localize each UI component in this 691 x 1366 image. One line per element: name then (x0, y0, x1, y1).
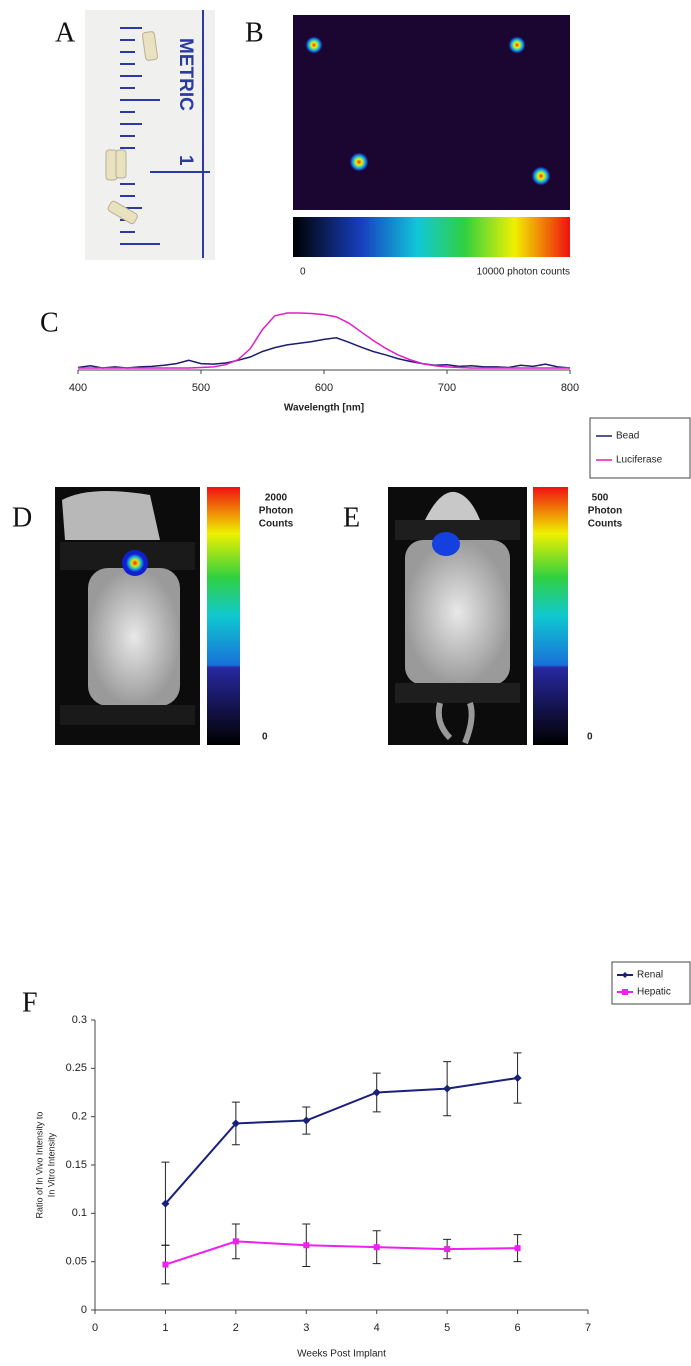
legend-box (611, 961, 691, 1005)
band (395, 520, 520, 540)
band (60, 705, 195, 725)
x-tick-label: 600 (315, 382, 333, 394)
y-tick-label: 0.3 (72, 1014, 87, 1026)
band (395, 683, 520, 703)
y-tick-label: 0.2 (72, 1111, 87, 1123)
panel-letter: B (245, 17, 264, 48)
spot (508, 36, 526, 54)
panel-letter: C (40, 307, 59, 338)
colorbar-max: 10000 photon counts (477, 267, 570, 278)
x-tick-label: 700 (438, 382, 456, 394)
panel-e: 500 Photon Counts 0 E (343, 487, 623, 745)
series-line (165, 1240, 518, 1266)
y-tick-label: 0.15 (66, 1159, 87, 1171)
x-tick-label: 400 (69, 382, 87, 394)
legend-label: Luciferase (616, 455, 663, 466)
x-axis-label: Weeks Post Implant (297, 1349, 386, 1360)
spot (432, 532, 460, 556)
colorbar-min: 0 (300, 267, 306, 278)
beads (105, 31, 159, 225)
colorbar (293, 217, 570, 257)
panel-letter: D (12, 502, 32, 533)
x-tick-label: 7 (585, 1322, 591, 1334)
colorbar-top: 2000 (265, 493, 288, 504)
mouse-body (405, 540, 510, 685)
legend-box (589, 417, 691, 479)
point (232, 1238, 239, 1245)
x-tick-label: 1 (162, 1322, 168, 1334)
y-tick-label: 0.1 (72, 1207, 87, 1219)
spot (349, 152, 369, 172)
ruler-text: METRIC (175, 38, 196, 111)
x-tick-label: 3 (303, 1322, 309, 1334)
point (444, 1246, 451, 1253)
y-tick-label: 0.25 (66, 1062, 87, 1074)
point (514, 1245, 521, 1252)
colorbar-top: Counts (259, 519, 294, 530)
mouse-head (425, 491, 480, 520)
spot (305, 36, 323, 54)
spot (122, 550, 148, 576)
x-tick-label: 0 (92, 1322, 98, 1334)
tail (435, 702, 475, 745)
mouse-body (88, 568, 180, 706)
x-tick-label: 2 (233, 1322, 239, 1334)
ruler-number: 1 (175, 155, 196, 166)
x-tick-label: 500 (192, 382, 210, 394)
panel-a: METRIC 1 A (55, 10, 215, 260)
point (443, 1084, 452, 1093)
colorbar (533, 487, 568, 745)
mouse-head (62, 491, 160, 540)
colorbar-top: 500 (592, 493, 609, 504)
panel-letter: F (22, 987, 38, 1018)
colorbar-min: 0 (262, 732, 268, 743)
x-tick-label: 800 (561, 382, 579, 394)
point (513, 1074, 522, 1082)
legend-label: Renal (637, 970, 663, 981)
panel-letter: A (55, 17, 76, 48)
point (302, 1116, 311, 1125)
x-axis-label: Wavelength [nm] (284, 403, 364, 414)
legend-marker (622, 972, 628, 978)
y-tick-label: 0 (81, 1304, 87, 1316)
series-line (164, 1077, 518, 1205)
point (231, 1119, 240, 1128)
colorbar-top: Photon (259, 506, 293, 517)
legend-label: Bead (616, 431, 639, 442)
point (303, 1242, 310, 1249)
colorbar (207, 487, 240, 745)
colorbar-top: Photon (588, 506, 622, 517)
spot (531, 166, 551, 186)
point (372, 1088, 381, 1097)
point (373, 1244, 380, 1251)
y-axis-label: Ratio of In Vivo Intensity to (34, 1112, 44, 1219)
x-tick-label: 5 (444, 1322, 450, 1334)
ruler-ticks (120, 10, 210, 258)
x-tick-label: 6 (515, 1322, 521, 1334)
point (161, 1199, 170, 1208)
x-tick-label: 4 (374, 1322, 380, 1334)
series-line (77, 336, 571, 369)
y-tick-label: 0.05 (66, 1256, 87, 1268)
colorbar-min: 0 (587, 732, 593, 743)
colorbar-top: Counts (588, 519, 623, 530)
panel-d: 2000 Photon Counts 0 D (12, 487, 294, 745)
legend-label: Hepatic (637, 987, 671, 998)
panel-b: 0 10000 photon counts B (245, 15, 570, 278)
point (162, 1261, 169, 1268)
series-line (78, 312, 570, 369)
legend-marker (622, 989, 628, 995)
panel-letter: E (343, 502, 360, 533)
image-bg (293, 15, 570, 210)
y-axis-label: In Vitro Intensity (46, 1132, 56, 1197)
